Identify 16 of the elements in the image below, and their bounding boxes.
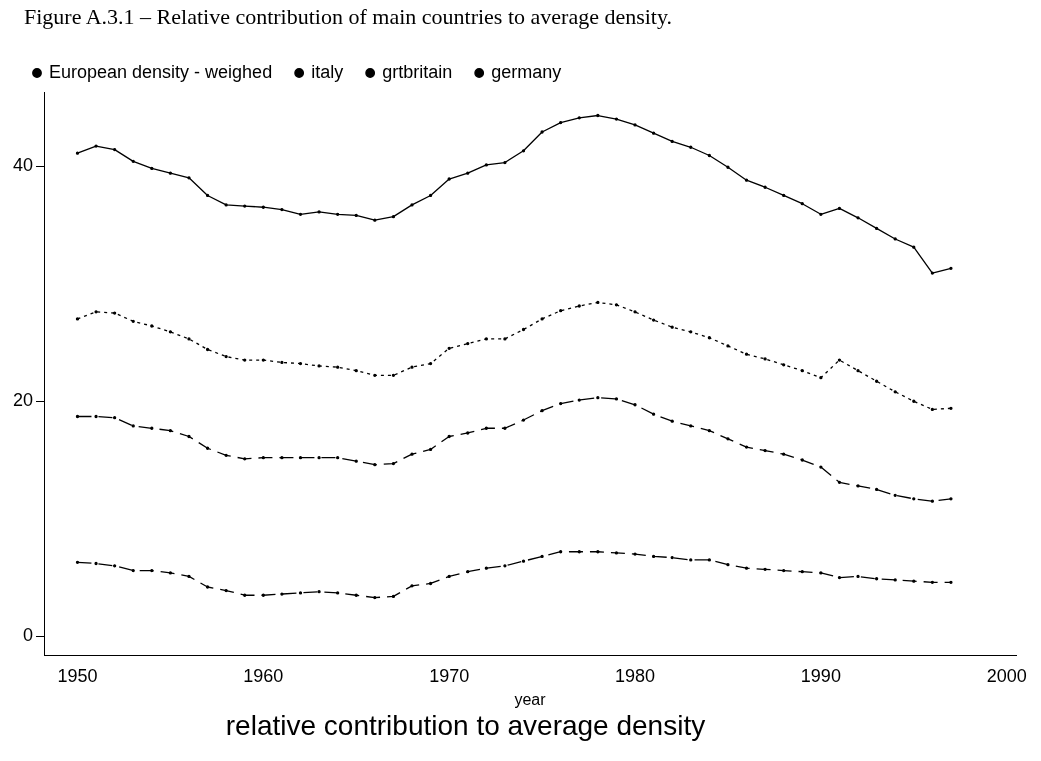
x-tick-label: 1990 xyxy=(800,665,841,686)
x-tick-label: 2000 xyxy=(986,665,1027,686)
text: relative contribution to average density xyxy=(224,710,707,742)
y-tick-label: 40 xyxy=(12,155,34,176)
x-tick-label: 1980 xyxy=(614,665,656,686)
y-tick-label: 0 xyxy=(23,625,34,646)
x-axis-title: year xyxy=(514,690,547,708)
x-tick-label: 1950 xyxy=(57,665,98,686)
chart-title: Figure A.3.1 – Relative contribution of main countries to average density. xyxy=(23,3,674,30)
x-tick-label: 1970 xyxy=(429,665,470,686)
legend-label: grtbritain xyxy=(382,61,453,82)
legend-label: italy xyxy=(311,61,344,82)
legend-label: European density - weighed xyxy=(49,61,273,82)
legend-label: germany xyxy=(491,61,562,82)
y-tick-label: 20 xyxy=(12,390,34,411)
x-tick-label: 1960 xyxy=(243,665,284,686)
